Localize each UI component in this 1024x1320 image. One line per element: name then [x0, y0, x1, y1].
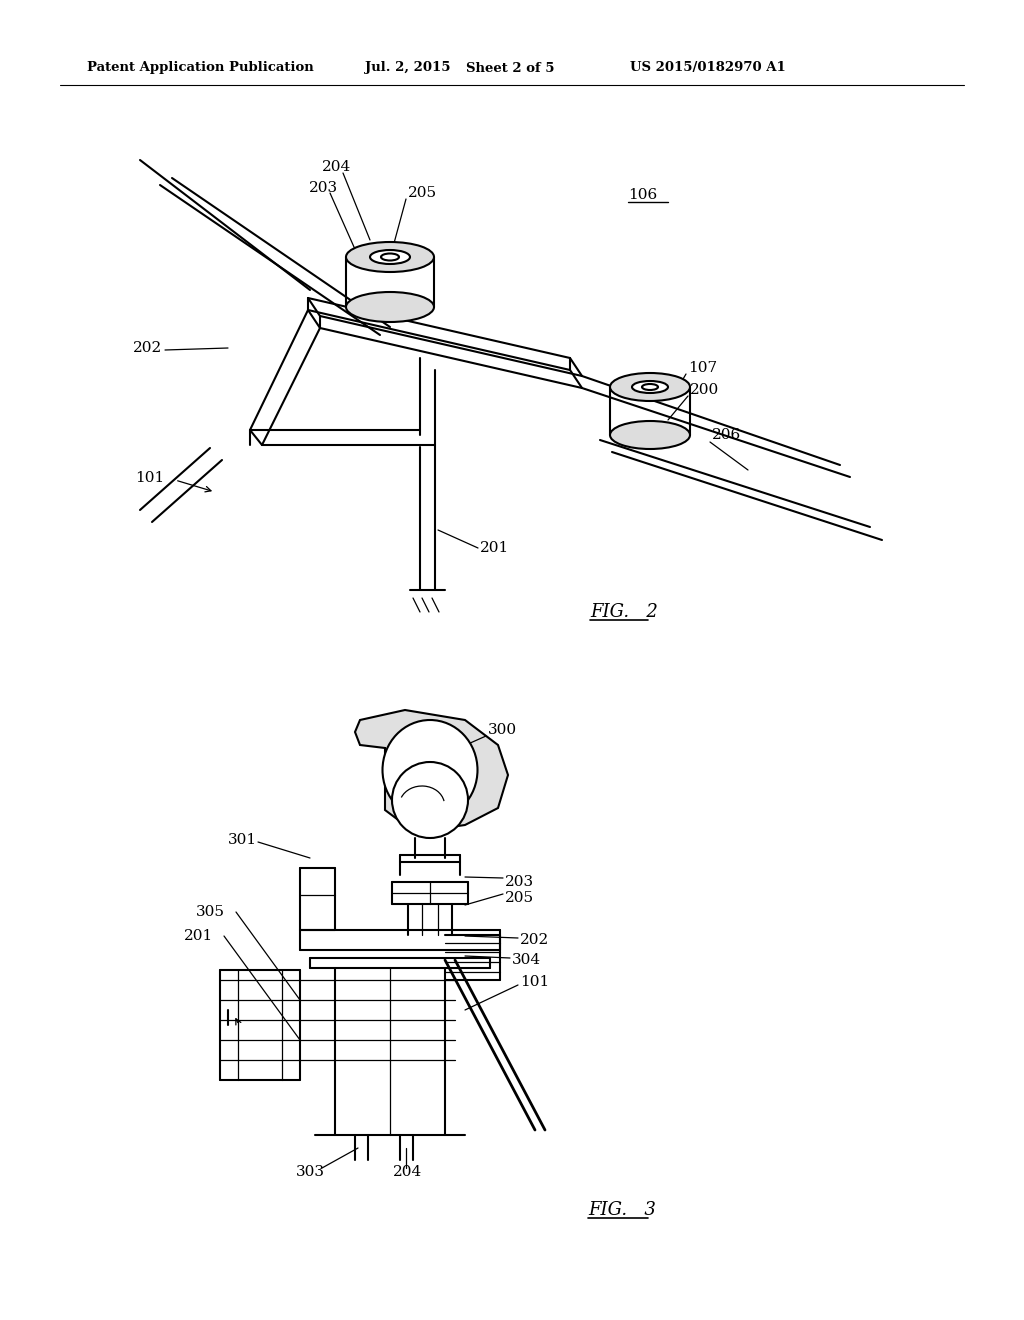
Text: 305: 305 [196, 906, 225, 919]
Text: Jul. 2, 2015: Jul. 2, 2015 [365, 62, 451, 74]
Text: 204: 204 [393, 1166, 423, 1179]
Text: 301: 301 [228, 833, 257, 847]
Text: 206: 206 [712, 428, 741, 442]
Ellipse shape [346, 292, 434, 322]
Ellipse shape [370, 249, 410, 264]
Ellipse shape [346, 242, 434, 272]
Ellipse shape [610, 374, 690, 401]
Text: 106: 106 [628, 187, 657, 202]
Ellipse shape [632, 381, 668, 393]
Circle shape [392, 762, 468, 838]
Text: 300: 300 [488, 723, 517, 737]
Polygon shape [355, 710, 508, 830]
Text: 202: 202 [133, 341, 163, 355]
Text: 101: 101 [520, 975, 549, 989]
Ellipse shape [642, 384, 658, 389]
Text: 202: 202 [520, 933, 549, 946]
Text: 303: 303 [296, 1166, 325, 1179]
Text: 107: 107 [688, 360, 717, 375]
Text: 204: 204 [323, 160, 351, 174]
Text: 205: 205 [505, 891, 535, 906]
Text: 200: 200 [690, 383, 719, 397]
Text: 205: 205 [408, 186, 437, 201]
Text: Patent Application Publication: Patent Application Publication [87, 62, 313, 74]
Text: FIG.   2: FIG. 2 [590, 603, 657, 620]
Text: US 2015/0182970 A1: US 2015/0182970 A1 [630, 62, 785, 74]
Ellipse shape [381, 253, 399, 260]
Ellipse shape [610, 421, 690, 449]
Text: 201: 201 [184, 929, 213, 942]
Text: FIG.   3: FIG. 3 [588, 1201, 656, 1218]
Text: 201: 201 [480, 541, 509, 554]
Text: 203: 203 [505, 875, 535, 888]
Text: Sheet 2 of 5: Sheet 2 of 5 [466, 62, 555, 74]
Text: 101: 101 [135, 471, 165, 484]
Text: 304: 304 [512, 953, 541, 968]
Text: 203: 203 [308, 181, 338, 195]
Ellipse shape [383, 719, 477, 820]
